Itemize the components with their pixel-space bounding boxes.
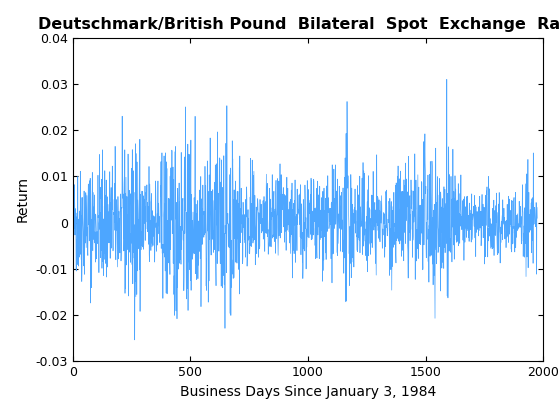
- Y-axis label: Return: Return: [16, 176, 30, 223]
- Title: Deutschmark/British Pound  Bilateral  Spot  Exchange  Rate: Deutschmark/British Pound Bilateral Spot…: [38, 18, 560, 32]
- X-axis label: Business Days Since January 3, 1984: Business Days Since January 3, 1984: [180, 385, 436, 399]
